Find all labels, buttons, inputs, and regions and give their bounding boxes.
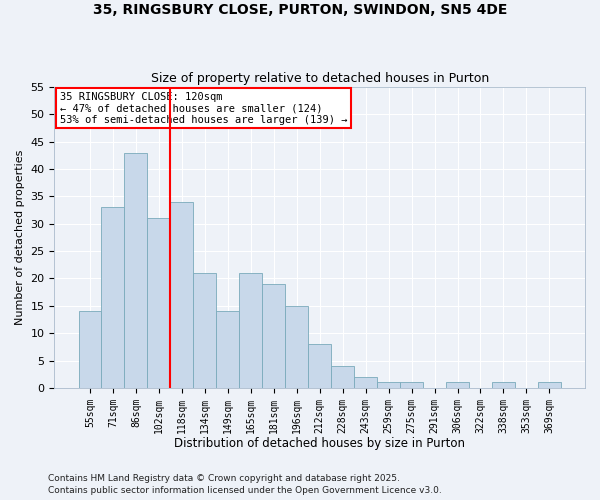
Text: 35, RINGSBURY CLOSE, PURTON, SWINDON, SN5 4DE: 35, RINGSBURY CLOSE, PURTON, SWINDON, SN…	[93, 2, 507, 16]
Y-axis label: Number of detached properties: Number of detached properties	[15, 150, 25, 325]
X-axis label: Distribution of detached houses by size in Purton: Distribution of detached houses by size …	[174, 437, 465, 450]
Bar	[492, 382, 515, 388]
Bar	[217, 312, 239, 388]
Bar	[285, 306, 308, 388]
Text: Contains HM Land Registry data © Crown copyright and database right 2025.
Contai: Contains HM Land Registry data © Crown c…	[48, 474, 442, 495]
Bar	[262, 284, 285, 388]
Bar	[170, 202, 193, 388]
Bar	[79, 312, 101, 388]
Bar	[354, 377, 377, 388]
Bar	[308, 344, 331, 388]
Text: 35 RINGSBURY CLOSE: 120sqm
← 47% of detached houses are smaller (124)
53% of sem: 35 RINGSBURY CLOSE: 120sqm ← 47% of deta…	[60, 92, 347, 125]
Bar	[193, 273, 217, 388]
Bar	[377, 382, 400, 388]
Bar	[148, 218, 170, 388]
Bar	[446, 382, 469, 388]
Bar	[331, 366, 354, 388]
Title: Size of property relative to detached houses in Purton: Size of property relative to detached ho…	[151, 72, 489, 85]
Bar	[538, 382, 561, 388]
Bar	[400, 382, 423, 388]
Bar	[124, 152, 148, 388]
Bar	[101, 208, 124, 388]
Bar	[239, 273, 262, 388]
